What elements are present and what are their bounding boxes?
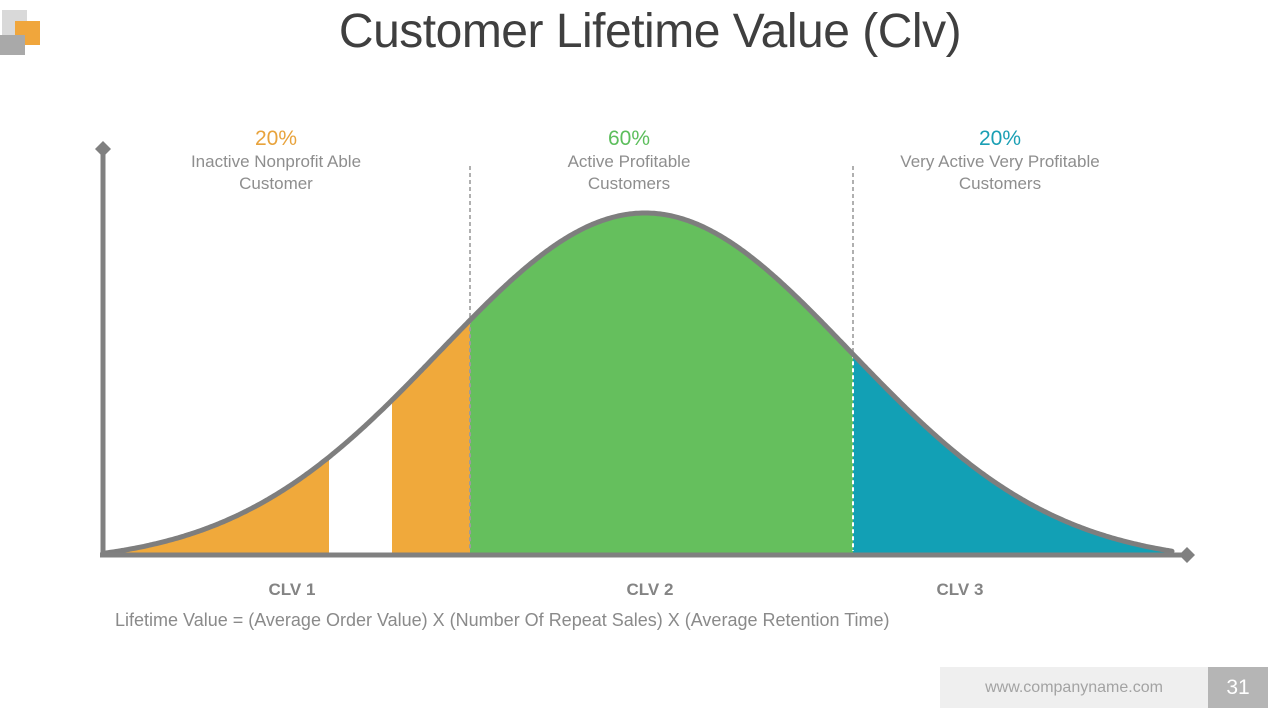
segment-label-group-3: 20% Very Active Very Profitable Customers bbox=[830, 126, 1170, 194]
segment-label-group-2: 60% Active Profitable Customers bbox=[459, 126, 799, 194]
page-number-badge: 31 bbox=[1208, 667, 1268, 708]
segment-percent: 60% bbox=[607, 127, 651, 150]
segment-label-group-1: 20% Inactive Nonprofit Able Customer bbox=[106, 126, 446, 194]
segment-fill-2 bbox=[470, 213, 853, 557]
segment-description: Active Profitable Customers bbox=[567, 152, 691, 193]
segment-description: Inactive Nonprofit Able Customer bbox=[190, 152, 362, 193]
page-title: Customer Lifetime Value (Clv) bbox=[338, 5, 962, 58]
segment-fill-1 bbox=[392, 320, 470, 557]
y-axis-arrow-diamond bbox=[95, 141, 111, 157]
x-axis-arrow-diamond bbox=[1179, 547, 1195, 563]
segment-fill-1 bbox=[106, 457, 329, 557]
segment-percent: 20% bbox=[254, 127, 298, 150]
lifetime-value-formula: Lifetime Value = (Average Order Value) X… bbox=[115, 610, 890, 630]
bell-curve-line bbox=[103, 210, 1175, 556]
footer-website: www.companyname.com bbox=[940, 667, 1208, 708]
clv-axis-label-1: CLV 1 bbox=[268, 580, 316, 599]
clv-axis-label-3: CLV 3 bbox=[936, 580, 984, 599]
clv-axis-label-2: CLV 2 bbox=[626, 580, 674, 599]
logo-square-dark bbox=[0, 35, 25, 55]
segment-description: Very Active Very Profitable Customers bbox=[900, 152, 1100, 193]
segment-percent: 20% bbox=[978, 127, 1022, 150]
segment-fill-3 bbox=[853, 354, 1172, 557]
